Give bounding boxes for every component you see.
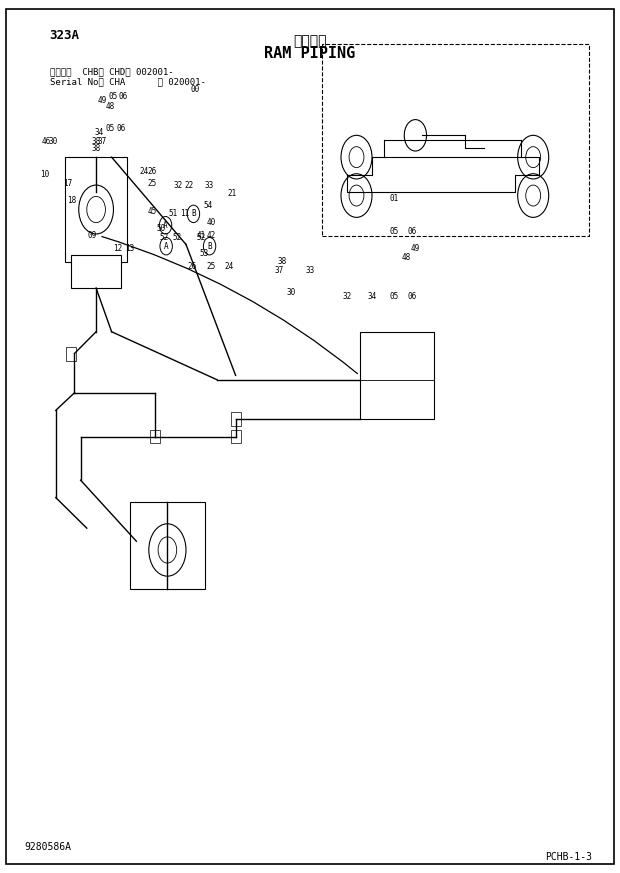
Bar xyxy=(71,255,121,288)
Text: 30: 30 xyxy=(48,137,57,146)
Text: B: B xyxy=(207,242,212,251)
Text: 52: 52 xyxy=(172,233,181,242)
Text: 54: 54 xyxy=(203,201,212,210)
Text: 05: 05 xyxy=(389,227,398,236)
Text: 50: 50 xyxy=(157,224,166,233)
Text: 12: 12 xyxy=(113,244,122,253)
Text: 21: 21 xyxy=(228,189,237,198)
Text: 17: 17 xyxy=(64,179,73,188)
Text: 13: 13 xyxy=(126,244,135,253)
Text: 05: 05 xyxy=(108,92,117,100)
Text: 38: 38 xyxy=(278,258,286,266)
Bar xyxy=(150,430,160,443)
Text: 37: 37 xyxy=(98,137,107,146)
Text: PCHB-1-3: PCHB-1-3 xyxy=(546,852,593,862)
Text: 26: 26 xyxy=(188,262,197,271)
Text: 18: 18 xyxy=(67,196,76,205)
Text: 06: 06 xyxy=(408,292,417,301)
Text: 32: 32 xyxy=(174,182,183,190)
Bar xyxy=(360,332,434,419)
Text: 05: 05 xyxy=(389,292,398,301)
Text: ラム配管: ラム配管 xyxy=(293,34,327,48)
Text: 52: 52 xyxy=(197,233,206,242)
Bar xyxy=(66,347,76,361)
Text: 22: 22 xyxy=(185,182,193,190)
Text: 42: 42 xyxy=(206,231,215,240)
Text: 09: 09 xyxy=(87,231,96,240)
Text: 06: 06 xyxy=(118,92,127,100)
Text: 46: 46 xyxy=(42,137,51,146)
Text: 10: 10 xyxy=(40,170,49,179)
Text: 01: 01 xyxy=(389,194,398,203)
Text: 40: 40 xyxy=(206,218,215,227)
Text: A: A xyxy=(163,221,168,230)
Text: 05: 05 xyxy=(106,124,115,133)
Text: 33: 33 xyxy=(205,182,214,190)
Text: 適用号機  CHB． CHD： 002001-: 適用号機 CHB． CHD： 002001- xyxy=(50,67,173,76)
Text: 37: 37 xyxy=(275,266,283,275)
Text: B: B xyxy=(191,210,196,218)
Text: 48: 48 xyxy=(402,253,410,262)
Text: 49: 49 xyxy=(411,244,420,253)
Text: 26: 26 xyxy=(148,168,156,176)
Text: 38: 38 xyxy=(92,137,100,146)
Text: 24: 24 xyxy=(225,262,234,271)
Bar xyxy=(231,412,241,426)
Text: 51: 51 xyxy=(169,210,178,218)
Text: 34: 34 xyxy=(368,292,376,301)
Text: 00: 00 xyxy=(191,85,200,93)
Text: 32: 32 xyxy=(343,292,352,301)
Text: 24: 24 xyxy=(140,168,148,176)
Text: 34: 34 xyxy=(95,128,104,137)
Bar xyxy=(65,157,127,262)
Text: Serial No． CHA      ： 020001-: Serial No． CHA ： 020001- xyxy=(50,78,205,86)
Text: 45: 45 xyxy=(148,207,156,216)
Text: 323A: 323A xyxy=(50,30,79,42)
Text: 30: 30 xyxy=(287,288,296,297)
Text: 41: 41 xyxy=(197,231,206,240)
Text: A: A xyxy=(164,242,169,251)
Text: 06: 06 xyxy=(408,227,417,236)
Bar xyxy=(231,430,241,443)
Text: 11: 11 xyxy=(180,210,189,218)
Text: 25: 25 xyxy=(206,262,215,271)
Text: 38: 38 xyxy=(92,144,100,153)
Text: 25: 25 xyxy=(148,179,156,188)
Text: 9280586A: 9280586A xyxy=(25,842,72,852)
Text: 49: 49 xyxy=(98,96,107,105)
Text: 52: 52 xyxy=(160,233,169,242)
Text: RAM PIPING: RAM PIPING xyxy=(264,46,356,61)
Text: 33: 33 xyxy=(306,266,314,275)
Bar xyxy=(322,44,589,236)
Bar xyxy=(130,502,205,589)
Text: 48: 48 xyxy=(106,102,115,111)
Text: 53: 53 xyxy=(200,249,209,258)
Text: 06: 06 xyxy=(117,124,125,133)
